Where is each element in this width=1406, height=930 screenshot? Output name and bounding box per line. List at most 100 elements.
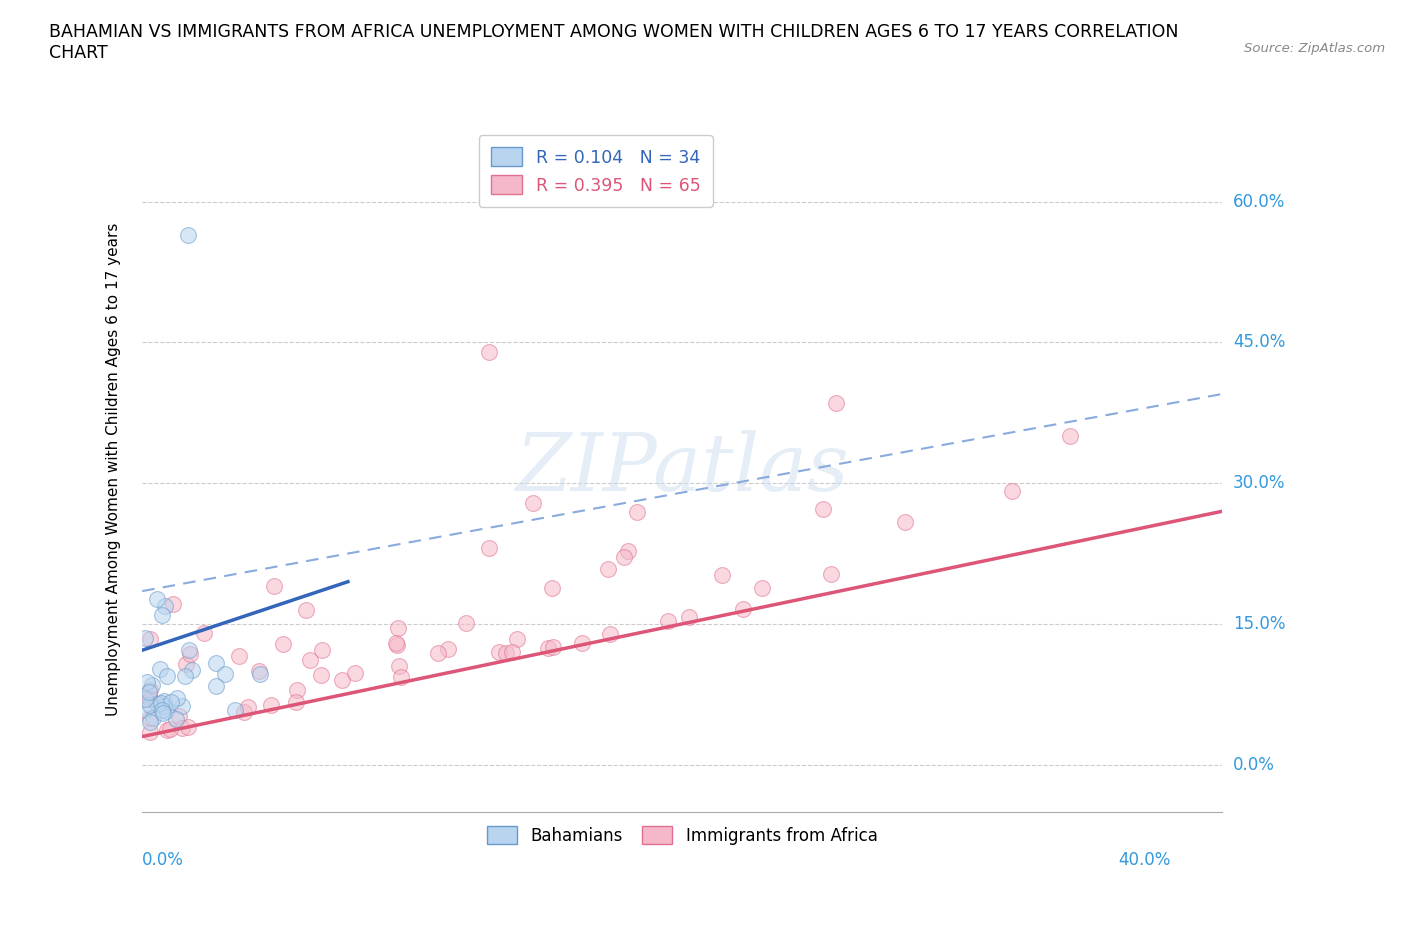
Point: [181, 663, 204, 678]
Point: [233, 704, 256, 719]
Point: [612, 549, 634, 564]
Point: [159, 695, 181, 710]
Point: [205, 678, 228, 693]
Legend: Bahamians, Immigrants from Africa: Bahamians, Immigrants from Africa: [479, 819, 884, 851]
Point: [536, 640, 558, 655]
Point: [385, 638, 408, 653]
Point: [437, 642, 460, 657]
Point: [149, 696, 172, 711]
Point: [598, 562, 620, 577]
Point: [522, 495, 544, 510]
Point: [626, 504, 648, 519]
Point: [454, 616, 477, 631]
Point: [228, 649, 250, 664]
Point: [146, 697, 169, 711]
Point: [249, 666, 271, 681]
Point: [205, 656, 228, 671]
Point: [142, 711, 165, 725]
Point: [294, 603, 316, 618]
Point: [617, 544, 640, 559]
Point: [825, 396, 848, 411]
Point: [488, 644, 510, 659]
Point: [145, 591, 167, 606]
Point: [710, 568, 733, 583]
Point: [426, 646, 449, 661]
Point: [139, 711, 162, 725]
Point: [285, 683, 308, 698]
Point: [811, 501, 834, 516]
Point: [170, 698, 193, 713]
Point: [150, 702, 173, 717]
Point: [224, 703, 246, 718]
Point: [311, 643, 333, 658]
Point: [495, 645, 517, 660]
Point: [389, 670, 412, 684]
Point: [134, 631, 156, 645]
Point: [385, 635, 408, 650]
Point: [263, 578, 285, 593]
Text: BAHAMIAN VS IMMIGRANTS FROM AFRICA UNEMPLOYMENT AMONG WOMEN WITH CHILDREN AGES 6: BAHAMIAN VS IMMIGRANTS FROM AFRICA UNEMP…: [49, 23, 1178, 62]
Point: [1059, 429, 1081, 444]
Point: [156, 723, 179, 737]
Point: [177, 720, 200, 735]
Point: [506, 631, 529, 646]
Point: [284, 695, 307, 710]
Point: [139, 683, 162, 698]
Point: [177, 643, 200, 658]
Point: [751, 580, 773, 595]
Point: [139, 724, 162, 739]
Point: [155, 703, 177, 718]
Point: [152, 706, 174, 721]
Text: 60.0%: 60.0%: [1233, 193, 1285, 211]
Point: [344, 665, 367, 680]
Point: [599, 626, 621, 641]
Point: [236, 700, 259, 715]
Text: 45.0%: 45.0%: [1233, 334, 1285, 352]
Text: ZIPatlas: ZIPatlas: [516, 431, 849, 508]
Point: [152, 698, 174, 713]
Point: [193, 625, 215, 640]
Text: 0.0%: 0.0%: [142, 851, 184, 869]
Point: [174, 669, 197, 684]
Text: 15.0%: 15.0%: [1233, 615, 1285, 633]
Point: [162, 597, 184, 612]
Point: [260, 698, 283, 712]
Point: [159, 722, 181, 737]
Point: [541, 581, 564, 596]
Point: [214, 667, 236, 682]
Point: [273, 636, 295, 651]
Point: [541, 640, 564, 655]
Point: [174, 657, 197, 671]
Point: [139, 714, 162, 729]
Point: [165, 711, 187, 726]
Point: [309, 668, 332, 683]
Point: [657, 614, 679, 629]
Point: [478, 540, 501, 555]
Point: [150, 607, 173, 622]
Point: [501, 644, 523, 659]
Point: [149, 661, 172, 676]
Point: [894, 514, 917, 529]
Point: [138, 698, 160, 712]
Point: [298, 653, 321, 668]
Text: 40.0%: 40.0%: [1118, 851, 1171, 869]
Point: [139, 691, 162, 706]
Point: [330, 672, 353, 687]
Point: [177, 227, 200, 242]
Point: [731, 602, 754, 617]
Point: [387, 620, 409, 635]
Text: Source: ZipAtlas.com: Source: ZipAtlas.com: [1244, 42, 1385, 55]
Point: [141, 678, 163, 693]
Point: [247, 663, 270, 678]
Point: [179, 646, 201, 661]
Point: [152, 693, 174, 708]
Point: [820, 566, 842, 581]
Point: [156, 669, 179, 684]
Point: [166, 690, 188, 705]
Point: [139, 691, 162, 706]
Point: [138, 684, 160, 699]
Point: [170, 721, 193, 736]
Y-axis label: Unemployment Among Women with Children Ages 6 to 17 years: Unemployment Among Women with Children A…: [107, 222, 121, 716]
Point: [134, 703, 156, 718]
Point: [478, 344, 501, 359]
